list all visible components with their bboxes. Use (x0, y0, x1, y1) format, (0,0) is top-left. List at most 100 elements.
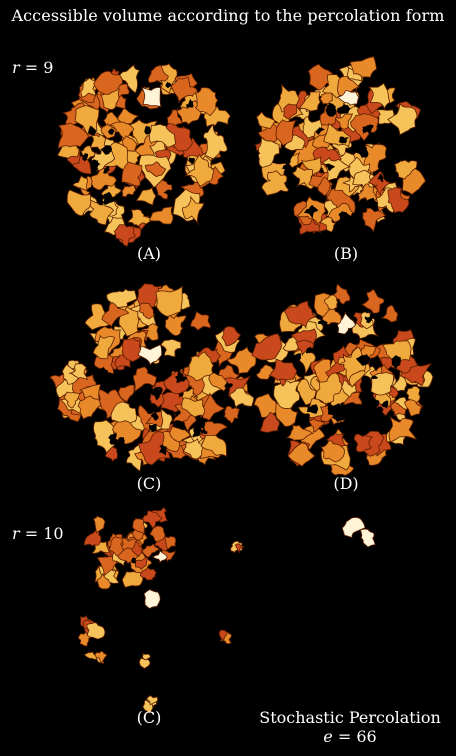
volume-hole (163, 188, 177, 201)
volume-hole (87, 125, 97, 136)
volume-highlight (359, 528, 376, 548)
volume-blob (284, 300, 317, 329)
volume-hole (290, 353, 302, 366)
footer-e-value: 66 (356, 727, 377, 746)
volume-blob (190, 310, 211, 331)
volume-blob (135, 186, 157, 206)
volume-blob (367, 170, 391, 196)
volume-blob (261, 170, 291, 196)
volume-blob (77, 395, 101, 420)
volume-blob (63, 391, 81, 409)
volume-hole (224, 381, 233, 389)
volume-blob (72, 174, 89, 193)
volume-blob (255, 364, 277, 380)
volume-hole (368, 200, 379, 212)
volume-blob (92, 334, 115, 360)
volume-blob (321, 156, 351, 183)
volume-hole (332, 411, 347, 423)
volume-hole (150, 411, 159, 421)
volume-blob (286, 423, 314, 441)
volume-blob (390, 401, 407, 417)
volume-hole (107, 128, 115, 136)
volume-blob (110, 401, 138, 427)
volume-blob (155, 285, 183, 317)
volume-blob (361, 288, 385, 314)
volume-hole (338, 136, 350, 144)
volume-blob (86, 622, 106, 640)
volume-blob (315, 372, 343, 404)
volume-hole (188, 157, 195, 165)
volume-blob (146, 695, 158, 706)
volume-blob (121, 571, 144, 588)
volume-hole (99, 145, 113, 155)
volume-hole (303, 204, 319, 219)
volume-blob (268, 358, 298, 381)
volume-blob (141, 652, 151, 661)
volume-blob (182, 196, 205, 225)
panel-label-a: (A) (136, 244, 162, 263)
volume-blob (307, 63, 337, 91)
volume-hole (165, 81, 172, 89)
figure-title: Accessible volume according to the perco… (11, 6, 445, 25)
volume-blob (251, 333, 282, 361)
volume-blob (80, 77, 97, 98)
volume-hole (305, 346, 314, 354)
volume-hole (325, 102, 337, 117)
volume-blob (394, 159, 418, 180)
volume-highlight (152, 549, 168, 565)
volume-blob (317, 176, 331, 197)
volume-panel-c-top (49, 283, 257, 472)
footer-e-line: e = 66 (250, 727, 450, 746)
volume-blob (132, 366, 157, 393)
volume-hole (380, 400, 389, 409)
panel-label-c-top: (C) (136, 474, 162, 493)
volume-panel-d (251, 283, 434, 477)
volume-blob (319, 216, 337, 233)
volume-blob (138, 302, 155, 320)
volume-panel-a (56, 63, 231, 247)
volume-blob (127, 208, 154, 228)
volume-hole (98, 199, 106, 206)
volume-hole (103, 165, 110, 174)
volume-blob (320, 440, 345, 463)
volume-highlight (143, 589, 161, 609)
volume-blob (93, 70, 123, 95)
volume-blob (96, 572, 112, 590)
volume-blob (257, 136, 280, 168)
volume-blob (147, 65, 169, 84)
volume-hole (96, 366, 110, 383)
volume-highlight (341, 517, 366, 539)
volume-blob (121, 161, 143, 187)
volume-blob (163, 534, 177, 550)
volume-hole (315, 127, 325, 135)
volume-hole (133, 392, 144, 403)
volume-hole (327, 403, 341, 416)
volume-blob (149, 525, 166, 543)
volume-blob (132, 518, 146, 536)
r10-value: 10 (43, 524, 64, 543)
volume-blob (367, 82, 391, 110)
volume-hole (148, 423, 157, 433)
volume-blob (333, 113, 353, 130)
volume-hole (159, 444, 168, 456)
volume-blob (68, 363, 89, 381)
volume-blob (259, 411, 280, 433)
volume-blob (220, 631, 232, 645)
volume-hole (174, 370, 188, 383)
footer-e-op: = (337, 727, 352, 746)
volume-blob (137, 431, 171, 466)
volume-hole (317, 320, 328, 326)
volume-hole (106, 380, 115, 389)
volume-blob (181, 397, 206, 418)
volume-blob (118, 384, 135, 403)
volume-panel-b (254, 56, 426, 236)
r10-var: r (12, 524, 20, 543)
volume-blob (325, 362, 345, 378)
row-label-r9: r = 9 (12, 58, 53, 77)
footer-caption: Stochastic Percolation e = 66 (250, 708, 450, 746)
volume-blob (92, 515, 106, 534)
volume-blob (349, 56, 377, 78)
volume-hole (371, 375, 379, 380)
volume-hole (170, 362, 185, 373)
volume-panel-c-bottom (77, 507, 245, 715)
